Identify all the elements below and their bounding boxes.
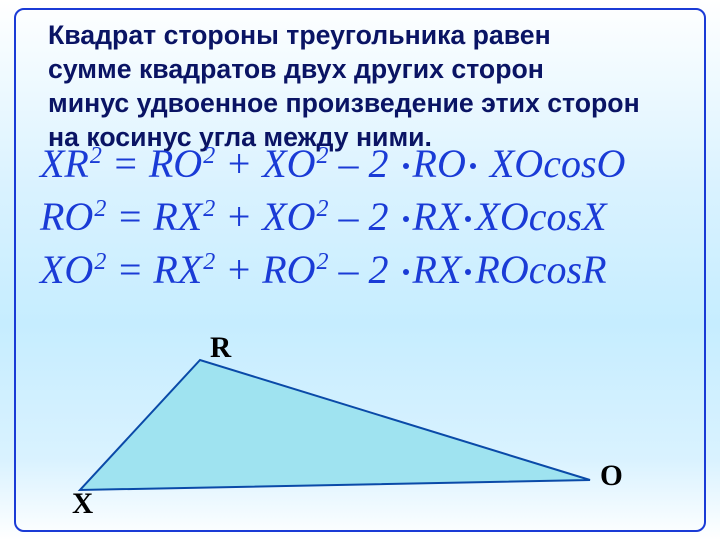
multiply-dot-icon [465, 269, 471, 275]
eq-term: XO [262, 194, 315, 239]
eq-op: – 2 [329, 247, 389, 292]
eq-term: XO [40, 247, 93, 292]
theorem-line: Квадрат стороны треугольника равен [48, 18, 688, 52]
eq-op: = [102, 141, 149, 186]
eq-term: RO [149, 141, 202, 186]
eq-angle: X [582, 194, 606, 239]
multiply-dot-icon [403, 269, 409, 275]
vertex-label-r: R [210, 332, 231, 365]
eq-op: – 2 [329, 194, 389, 239]
eq-angle: R [582, 247, 606, 292]
eq-op: = [106, 247, 153, 292]
eq-cos: cos [529, 247, 582, 292]
eq-op: + [215, 194, 262, 239]
eq-op: – 2 [329, 141, 389, 186]
eq-op: + [215, 141, 262, 186]
theorem-line: сумме квадратов двух других сторон [48, 52, 688, 86]
theorem-text: Квадрат стороны треугольника равен сумме… [48, 18, 688, 155]
eq-sup: 2 [94, 249, 106, 275]
eq-term: RX [413, 247, 462, 292]
eq-sup: 2 [203, 196, 215, 222]
eq-term: RO [40, 194, 93, 239]
eq-sup: 2 [90, 143, 102, 169]
vertex-label-o: O [600, 460, 623, 493]
triangle-shape [80, 360, 590, 490]
equation-row: RO2 = RX2 + XO2 – 2 RXXOcosX [40, 193, 625, 240]
eq-term: RO [475, 247, 528, 292]
eq-sup: 2 [317, 196, 329, 222]
multiply-dot-icon [403, 216, 409, 222]
eq-sup: 2 [203, 143, 215, 169]
eq-cos: cos [543, 141, 596, 186]
eq-term: XO [490, 141, 543, 186]
eq-sup: 2 [317, 143, 329, 169]
eq-term: XR [40, 141, 89, 186]
eq-term: RO [413, 141, 466, 186]
eq-term: RX [153, 247, 202, 292]
eq-op: + [215, 247, 262, 292]
eq-sup: 2 [317, 249, 329, 275]
theorem-line: минус удвоенное произведение этих сторон [48, 86, 688, 120]
equation-row: XR2 = RO2 + XO2 – 2 RO XOcosO [40, 140, 625, 187]
eq-term: RX [413, 194, 462, 239]
multiply-dot-icon [470, 163, 476, 169]
eq-term: XO [475, 194, 528, 239]
eq-sup: 2 [94, 196, 106, 222]
eq-term: RO [262, 247, 315, 292]
multiply-dot-icon [403, 163, 409, 169]
eq-sup: 2 [203, 249, 215, 275]
eq-angle: O [597, 141, 626, 186]
vertex-label-x: X [72, 488, 93, 521]
eq-term: XO [262, 141, 315, 186]
equation-row: XO2 = RX2 + RO2 – 2 RXROcosR [40, 246, 625, 293]
multiply-dot-icon [465, 216, 471, 222]
triangle-diagram: R X O [60, 340, 640, 530]
eq-cos: cos [529, 194, 582, 239]
triangle-svg [60, 340, 640, 530]
equation-block: XR2 = RO2 + XO2 – 2 RO XOcosO RO2 = RX2 … [40, 140, 625, 299]
eq-term: RX [153, 194, 202, 239]
eq-op: = [106, 194, 153, 239]
